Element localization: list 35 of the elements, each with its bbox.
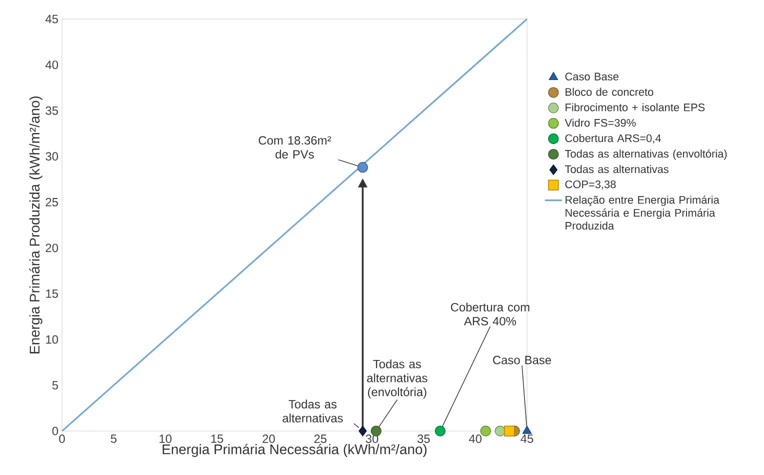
x-tick-label: 20 xyxy=(262,434,275,444)
legend-label: Todas as alternativas xyxy=(564,165,668,174)
legend-label: Cobertura ARS=0,4 xyxy=(565,134,661,144)
x-tick-label: 10 xyxy=(160,434,172,444)
y-tick-label: 25 xyxy=(46,198,58,206)
x-tick-label: 35 xyxy=(417,434,430,444)
x-tick-label: 45 xyxy=(520,434,534,443)
y-tick-label: 5 xyxy=(52,381,58,390)
annotation: Todas as alternativas xyxy=(282,400,343,422)
legend-label: Fibrocimento + isolante EPS xyxy=(566,103,705,112)
y-tick-label: 40 xyxy=(45,60,58,70)
y-tick-label: 30 xyxy=(46,152,58,161)
legend-label: COP=3,38 xyxy=(565,180,616,190)
legend-label: Todas as alternativas (envoltória) xyxy=(564,149,727,160)
x-tick-label: 0 xyxy=(59,434,65,444)
y-tick-label: 0 xyxy=(52,426,58,436)
legend-label: Bloco de concreto xyxy=(566,88,654,96)
x-tick-label: 5 xyxy=(110,434,116,443)
y-tick-label: 45 xyxy=(45,14,58,24)
legend-label: Relação entre Energia Primária Necessária e Energia Primária Produzida xyxy=(566,196,720,230)
x-tick-label: 15 xyxy=(211,434,224,443)
annotation: Todas as alternativas (envoltória) xyxy=(367,360,428,399)
annotation: Cobertura com ARS 40% xyxy=(450,302,530,326)
y-tick-label: 15 xyxy=(46,290,58,298)
x-tick-label: 40 xyxy=(468,434,482,444)
y-tick-label: 35 xyxy=(46,106,58,115)
annotation: Caso Base xyxy=(493,356,552,364)
x-tick-label: 25 xyxy=(314,434,326,444)
y-tick-label: 10 xyxy=(46,335,58,344)
annotation: Com 18.36m² de PVs xyxy=(258,136,332,159)
legend-label: Caso Base xyxy=(565,72,618,80)
y-axis-title: Energia Primária Produzida (kWh/m²/ano) xyxy=(29,96,42,354)
x-axis-title: Energia Primária Necessária (kWh/m²/ano) xyxy=(162,444,427,458)
y-tick-label: 20 xyxy=(46,244,58,252)
legend-label: Vidro FS=39% xyxy=(564,118,636,127)
